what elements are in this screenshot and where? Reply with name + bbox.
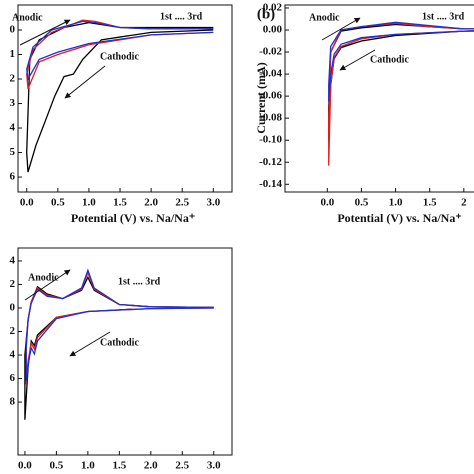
y-tick-label: -0.04 [259,68,282,80]
cv-curve [26,20,214,81]
cv-curve [25,270,214,385]
annotation: Cathodic [370,54,409,65]
y-tick-label: -0.02 [259,46,282,58]
x-tick-label: 0.5 [50,460,64,472]
y-tick-label: 6 [10,372,16,384]
arrow [24,269,71,301]
y-tick-label: 0.02 [263,2,283,14]
cv-curve [25,268,214,381]
x-tick-label: 2.5 [175,197,189,209]
cv-curve [24,275,214,420]
x-axis-label: Potential (V) vs. Na/Na⁺ [71,211,195,225]
x-tick-label: 2 [461,197,467,209]
x-tick-label: 0.0 [320,197,334,209]
plot-frame [17,247,233,456]
y-tick-label: -0.14 [259,178,282,190]
y-tick-label: 3 [10,97,16,109]
x-tick-label: 0.5 [355,197,369,209]
y-tick-label: 2 [10,325,16,337]
y-tick-label: -0.10 [259,134,282,146]
annotation: Anodic [309,12,340,23]
y-tick-label: -0.06 [259,90,282,102]
arrow [69,331,111,357]
y-tick-label: 0 [10,24,16,36]
panel: 0.0 0.5 1.0 1.5 2.0 2.5 3.0 4 2 0 2 4 6 8 Anodic 1st ..… [10,247,233,474]
x-tick-label: 1.5 [423,197,437,209]
y-tick-label: 0.00 [263,24,283,36]
panel: 0.0 0.5 1.0 1.5 2 0.02 0.00 -0.02 -0.04 -0.06 -0.0… [254,2,474,225]
y-tick-label: 2 [10,73,16,85]
annotation: Cathodic [100,337,139,348]
x-tick-label: 1.0 [81,460,95,472]
annotation: 1st .... 3rd [422,11,465,22]
panel: 0.0 0.5 1.0 1.5 2.0 2.5 3.0 0 1 2 3 4 5 6 Anodic 1st ..… [10,4,233,225]
x-tick-label: 2.0 [144,197,158,209]
x-tick-label: 1.0 [389,197,403,209]
panel-label: (b) [257,6,275,22]
annotation: 1st .... 3rd [118,276,161,287]
annotation: Cathodic [100,51,139,62]
y-axis-label: Current (mA) [254,62,268,133]
arrow [19,19,71,46]
annotation: Anodic [12,12,43,23]
x-tick-label: 1.5 [113,197,127,209]
y-tick-label: 4 [10,349,16,361]
y-tick-label: -0.12 [259,156,282,168]
x-tick-label: 1.0 [82,197,96,209]
x-tick-label: 0.0 [20,197,34,209]
y-tick-label: 4 [10,122,16,134]
y-tick-label: 5 [10,146,16,158]
x-tick-label: 3.0 [206,197,220,209]
x-tick-label: 0.5 [51,197,65,209]
y-tick-label: 2 [10,278,16,290]
y-tick-label: 4 [10,254,16,266]
annotation: Anodic [28,272,59,283]
x-tick-label: 2.0 [144,460,158,472]
annotation: 1st .... 3rd [160,11,203,22]
arrow [339,49,376,71]
plot-frame [17,4,233,193]
x-tick-label: 3.0 [207,460,221,472]
x-axis-label: Potential (V) vs. Na/Na⁺ [337,211,461,225]
y-tick-label: 8 [10,396,16,408]
x-tick-label: 2.5 [175,460,189,472]
y-tick-label: 6 [10,171,16,183]
arrow [321,17,361,41]
y-tick-label: 0 [10,302,16,314]
plot-frame [284,4,474,193]
cv-curve [26,21,214,173]
arrow [64,65,106,99]
x-tick-label: 1.5 [112,460,126,472]
y-tick-label: 1 [10,48,16,60]
y-tick-label: -0.08 [259,112,282,124]
x-tick-label: 0.0 [18,460,32,472]
cv-curve [328,21,474,102]
